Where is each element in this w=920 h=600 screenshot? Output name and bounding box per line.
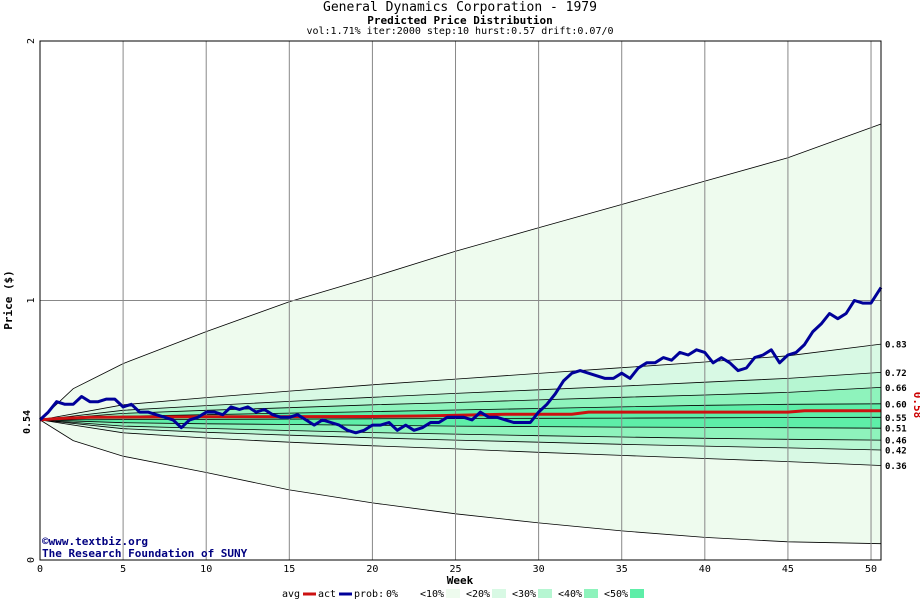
x-tick-label-50: 50 (865, 564, 877, 575)
outer-upper-line (39, 123, 882, 421)
legend-prob-label-0: 0% (386, 589, 398, 600)
legend-prob-swatch-3 (538, 589, 552, 598)
band-edge-label-3: 0.60 (885, 400, 907, 410)
legend-prob-swatch-1 (446, 589, 460, 598)
series-act-line (38, 286, 883, 435)
band-edge-label-1: 0.72 (885, 369, 907, 379)
band-edge-label-0: 0.83 (885, 341, 907, 351)
y-axis-label: Price ($) (2, 270, 15, 330)
x-tick-label-35: 35 (616, 564, 628, 575)
legend-prob-label-2: <20% (466, 589, 490, 600)
chart-title: General Dynamics Corporation - 1979 (323, 0, 597, 15)
plot-frame (39, 40, 882, 561)
band-edge-label-2: 0.66 (885, 384, 907, 394)
x-tick-label-10: 10 (200, 564, 212, 575)
legend-prob-label-1: <10% (420, 589, 444, 600)
x-tick-label-40: 40 (699, 564, 711, 575)
legend-act-label: act (318, 589, 336, 600)
chart-subtitle: Predicted Price Distribution (367, 14, 553, 27)
x-tick-label-5: 5 (120, 564, 126, 575)
legend-prob-label-5: <50% (604, 589, 628, 600)
x-axis-label: Week (447, 574, 474, 587)
chart-params: vol:1.71% iter:2000 step:10 hurst:0.57 d… (306, 26, 614, 37)
band-edge-label-6: 0.46 (885, 437, 907, 447)
start-price-label: 0.54 (22, 410, 33, 434)
x-tick-label-15: 15 (283, 564, 295, 575)
legend-prob-swatch-4 (584, 589, 598, 598)
band-edge-label-8: 0.36 (885, 462, 907, 472)
legend-prob-swatch-0 (400, 589, 414, 598)
x-tick-label-30: 30 (533, 564, 545, 575)
legend-prob-label: prob: (354, 589, 384, 600)
band-edge-label-7: 0.42 (885, 446, 907, 456)
legend-prob-swatch-5 (630, 589, 644, 598)
outer-lower-line (39, 419, 882, 545)
end-actual-price-label: 0.58 (911, 392, 920, 419)
y-tick-label-1: 1 (26, 297, 37, 303)
legend-prob-label-3: <30% (512, 589, 536, 600)
band-edge-label-4: 0.55 (885, 414, 907, 424)
legend-prob-label-4: <40% (558, 589, 582, 600)
watermark-url: ©www.textbiz.org (42, 535, 148, 548)
legend-prob-swatch-2 (492, 589, 506, 598)
y-tick-label-0: 0 (26, 557, 37, 563)
x-tick-label-0: 0 (37, 564, 43, 575)
band-edge-label-5: 0.51 (885, 425, 907, 435)
series-avg-line (39, 409, 881, 422)
y-tick-label-2: 2 (26, 38, 37, 44)
watermark-org: The Research Foundation of SUNY (42, 547, 248, 560)
x-tick-label-25: 25 (449, 564, 461, 575)
legend-avg-label: avg (282, 589, 300, 600)
legend: avg act prob: 0% <10% <20% <30% <40% <50% (282, 589, 644, 600)
x-tick-label-20: 20 (366, 564, 378, 575)
x-tick-label-45: 45 (782, 564, 794, 575)
